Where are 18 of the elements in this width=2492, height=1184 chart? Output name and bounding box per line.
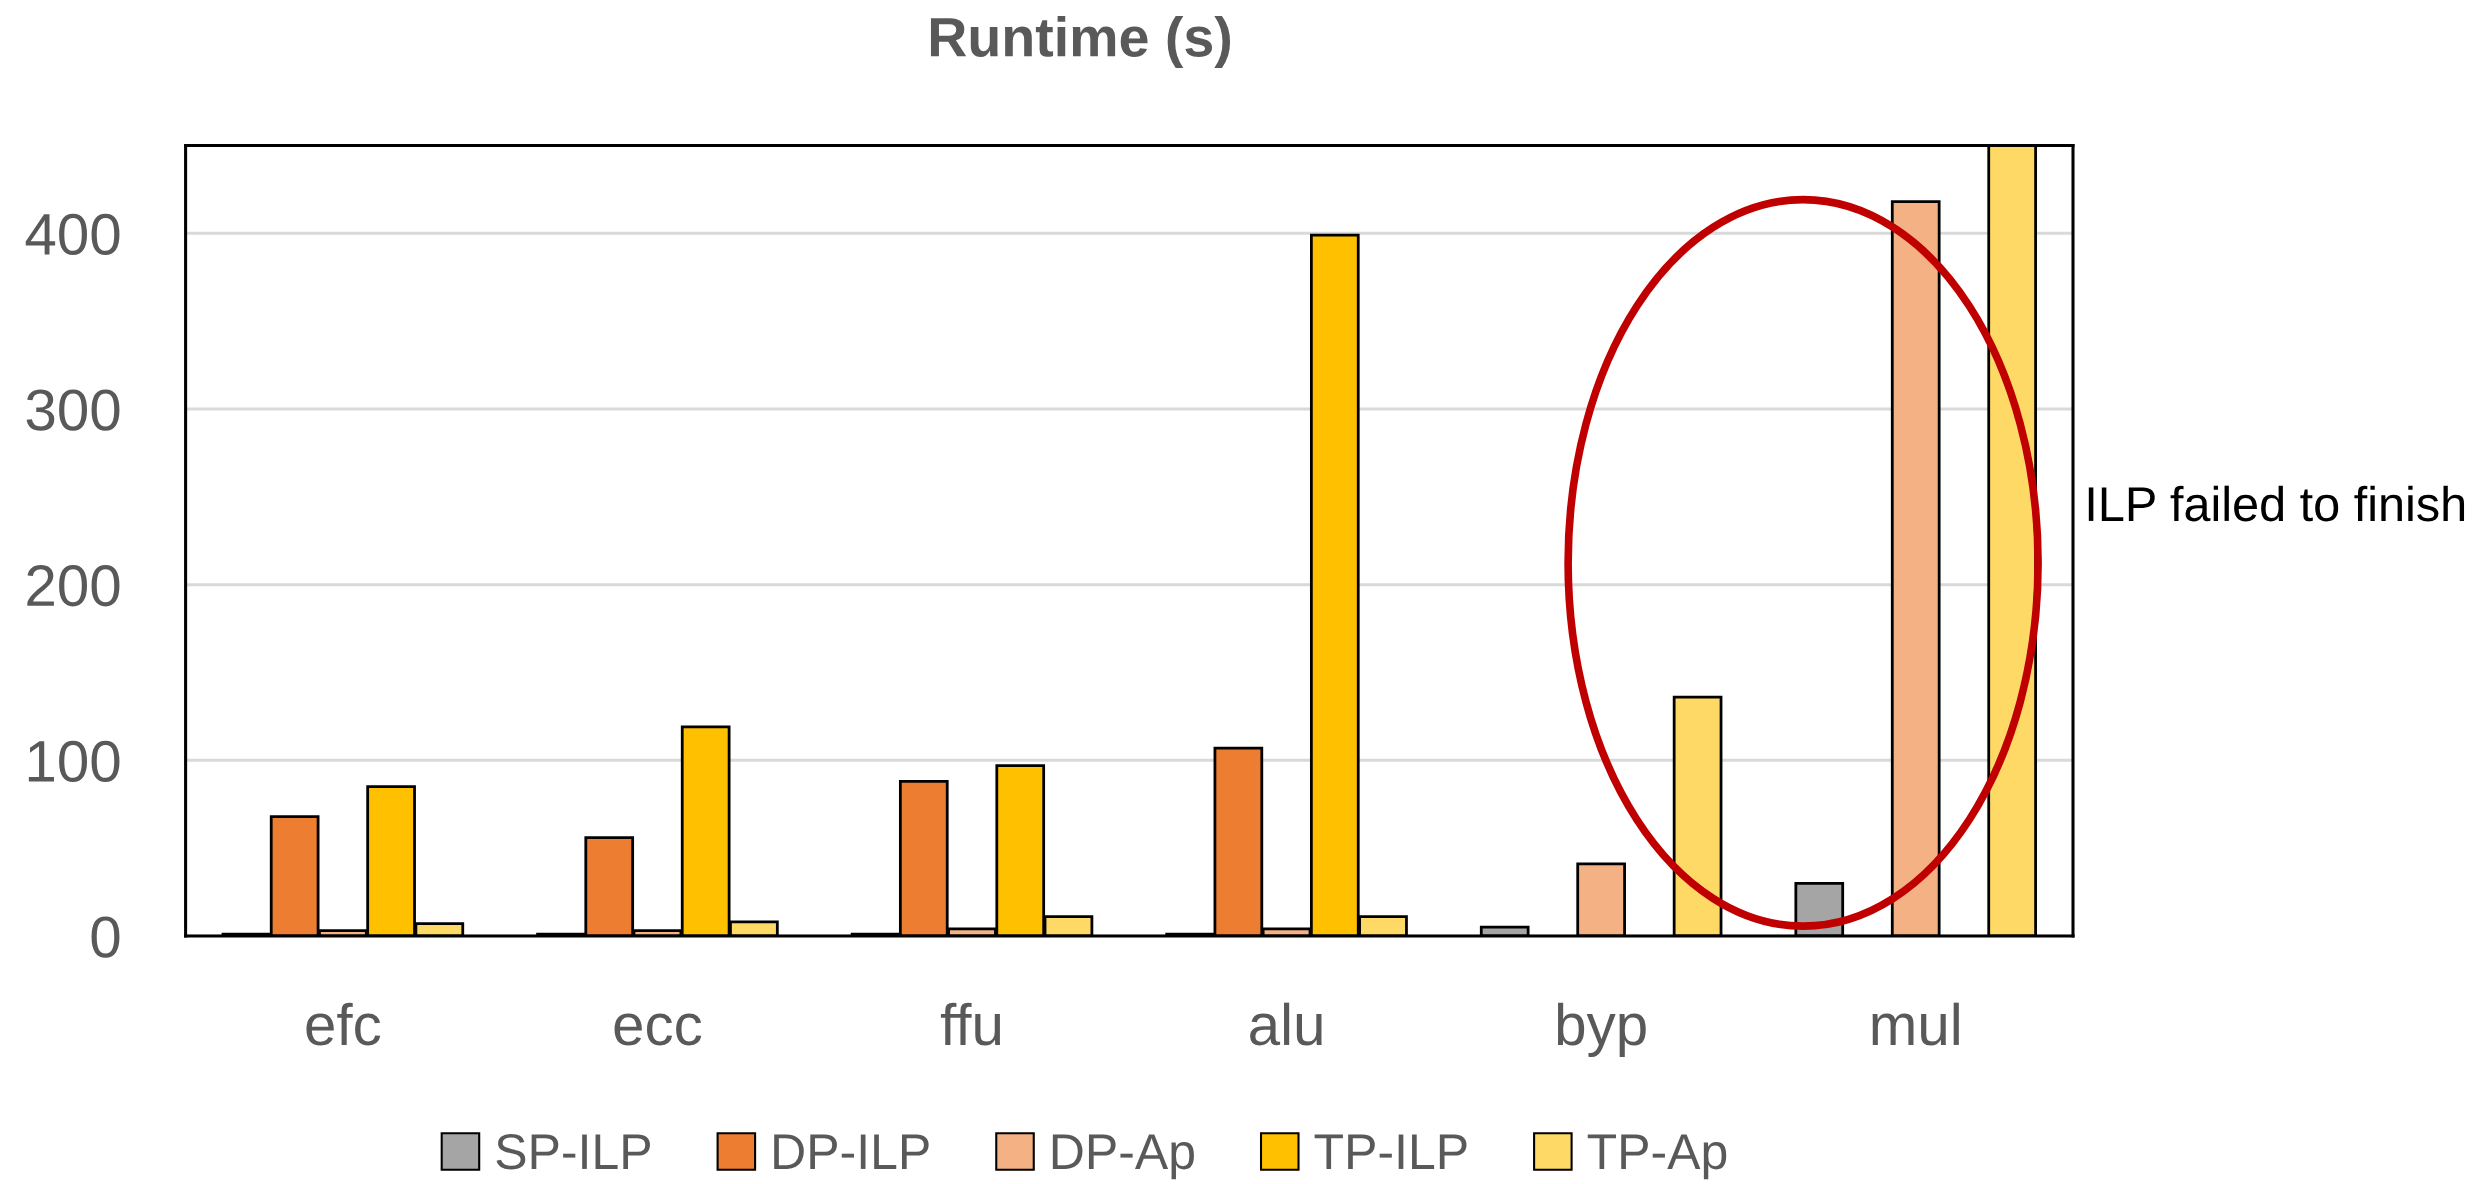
legend-label: SP-ILP <box>496 1134 650 1170</box>
legend-label: TP-ILP <box>1314 1134 1467 1169</box>
x-tick-label: alu <box>1250 1002 1322 1046</box>
legend-label: DP-Ap <box>1052 1134 1194 1180</box>
y-tick-label: 0 <box>91 916 120 958</box>
chart-title: Runtime (s) <box>930 16 1231 68</box>
y-tick-label: 100 <box>28 740 120 783</box>
legend-label: TP-Ap <box>1587 1134 1727 1180</box>
legend-label: DP-ILP <box>774 1134 929 1169</box>
y-tick-label: 300 <box>26 389 120 431</box>
x-tick-label: efc <box>306 1002 381 1046</box>
x-tick-label: ffu <box>940 1002 1001 1046</box>
y-tick-label: 400 <box>25 213 120 256</box>
y-tick-label: 200 <box>27 565 120 607</box>
x-tick-label: byp <box>1557 1002 1646 1058</box>
x-tick-label: mul <box>1872 1002 1959 1046</box>
text: ILP failed to finish <box>2088 485 2465 522</box>
x-tick-label: ecc <box>614 1013 702 1046</box>
